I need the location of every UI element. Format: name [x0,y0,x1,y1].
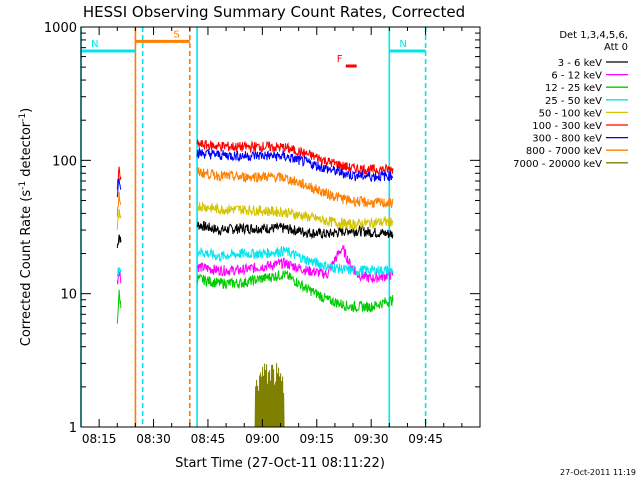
markers: S N N F [81,29,426,68]
series-line-3-0 [116,267,122,277]
y-axis-label: Corrected Count Rate (s-1 detector-1) [18,108,34,346]
x-tick-label-5: 09:30 [354,432,389,446]
legend-header-1: Att 0 [604,42,628,53]
x-tick-label-0: 08:15 [82,432,117,446]
series-line-6-1 [196,147,393,183]
legend-label-7: 800 - 7000 keV [526,146,602,157]
x-tick-label-1: 08:30 [136,432,171,446]
series-line-7-0 [116,191,122,218]
x-tick-label-3: 09:00 [245,432,280,446]
marker-label-2: N [399,39,406,50]
x-tick-label-6: 09:45 [408,432,443,446]
series-line-0-1 [196,220,394,240]
legend-label-8: 7000 - 20000 keV [513,159,602,170]
series-line-0-0 [116,234,122,249]
legend-label-4: 50 - 100 keV [539,108,603,119]
series-line-3-1 [196,246,394,278]
series-line-5-0 [116,166,122,190]
marker-label-1: N [91,39,98,50]
series-line-7-1 [196,167,394,209]
x-tick-label-4: 09:15 [299,432,334,446]
legend-label-3: 25 - 50 keV [545,96,602,107]
x-axis: 08:15 08:30 08:45 09:00 09:15 09:30 09:45 [80,27,481,446]
series-line-4-1 [196,201,394,232]
legend-label-6: 300 - 800 keV [532,134,602,145]
y-tick-label-1: 10 [60,288,77,303]
series-line-6-0 [116,178,122,198]
footer-timestamp: 27-Oct-2011 11:19 [560,468,636,477]
chart-title: HESSI Observing Summary Count Rates, Cor… [83,3,465,21]
series-line-2-0 [116,289,122,324]
series-line-2-1 [196,269,394,313]
legend-label-5: 100 - 300 keV [532,121,602,132]
series-line-1-0 [116,270,122,285]
y-tick-label-3: 1000 [44,21,77,36]
series-line-1-1 [196,245,394,283]
y-axis: 1 10 100 1000 [44,21,480,436]
legend-label-2: 12 - 25 keV [545,83,602,94]
series-line-8-0 [254,363,285,428]
legend: Det 1,3,4,5,6,Att 03 - 6 keV 6 - 12 keV12… [513,30,628,170]
x-axis-label: Start Time (27-Oct-11 08:11:22) [175,456,385,471]
marker-label-3: F [337,54,343,65]
legend-label-0: 3 - 6 keV [558,58,602,69]
legend-header-0: Det 1,3,4,5,6, [559,30,628,41]
series-group [116,139,394,428]
x-tick-label-2: 08:45 [191,432,226,446]
y-tick-label-2: 100 [52,154,77,169]
series-line-4-0 [116,208,122,231]
series-line-5-1 [196,139,394,176]
marker-label-0: S [173,29,179,40]
legend-label-1: 6 - 12 keV [551,71,602,82]
y-tick-label-0: 1 [69,421,77,436]
